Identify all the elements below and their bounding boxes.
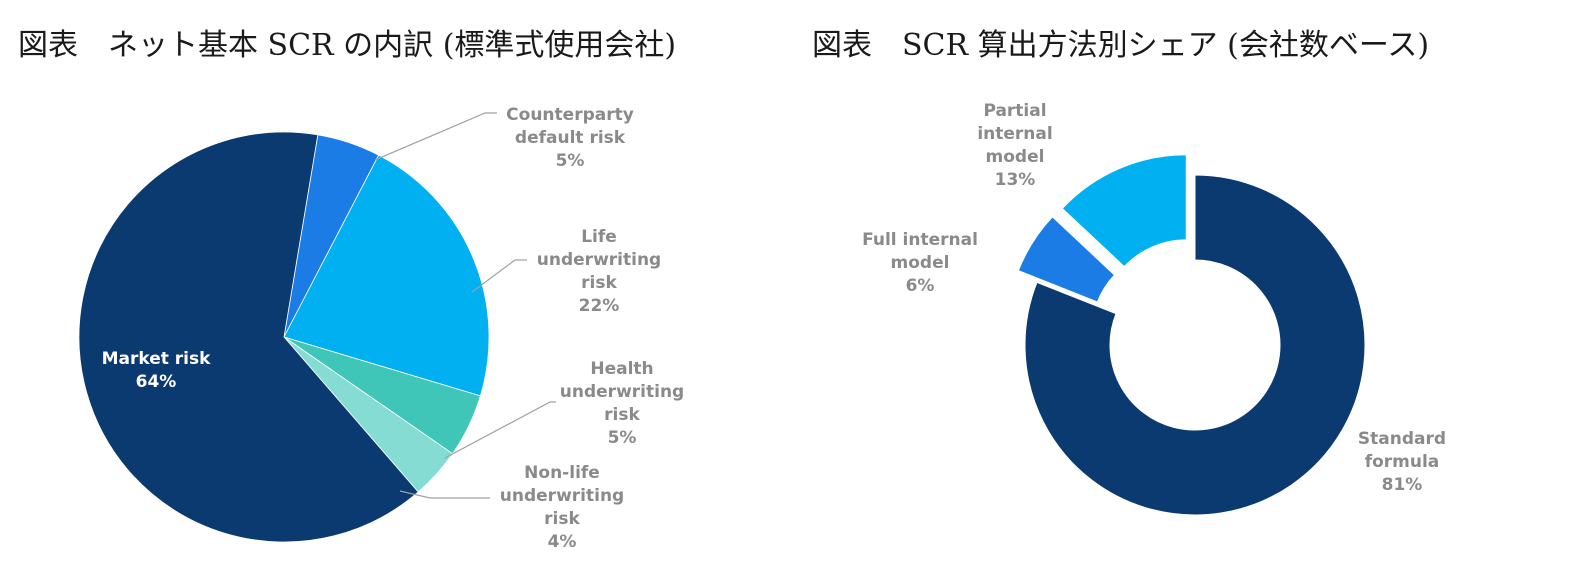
data-label-health-underwriting-risk: Health underwriting risk 5% <box>560 359 684 448</box>
data-label-counterparty-default-risk: Counterparty default risk 5% <box>506 105 634 171</box>
donut-slice-standard-formula <box>1024 174 1366 516</box>
data-label-market-risk: Market risk 64% <box>102 349 212 392</box>
data-label-partial-internal-model: Partial internal model 13% <box>977 101 1052 190</box>
leader-line-life-underwriting-risk <box>471 259 527 293</box>
chart-title-scr-method-share: 図表 SCR 算出方法別シェア (会社数ベース) <box>812 28 1430 63</box>
donut-chart-scr-method-share: Standard formula 81% Full internal model 6% Pa… <box>862 101 1446 516</box>
data-label-non-life-underwriting-risk: Non-life underwriting risk 4% <box>500 463 624 552</box>
pie-chart-net-basic-scr: Counterparty default risk 5% Life underwriti… <box>78 105 684 552</box>
chart-title-net-basic-scr: 図表 ネット基本 SCR の内訳 (標準式使用会社) <box>18 28 677 63</box>
slice-life-underwriting-risk <box>283 154 490 397</box>
leader-line-counterparty-default-risk <box>374 112 497 161</box>
leader-line-non-life-underwriting-risk <box>399 490 490 499</box>
data-label-standard-formula: Standard formula 81% <box>1358 429 1446 495</box>
leader-line-health-underwriting-risk <box>444 401 556 459</box>
data-label-full-internal-model: Full internal model 6% <box>862 230 978 296</box>
donut-slice-full-internal-model <box>1017 216 1116 303</box>
donut-slice-partial-internal-model <box>1061 154 1187 268</box>
slice-market-risk <box>78 131 419 543</box>
data-label-life-underwriting-risk: Life underwriting risk 22% <box>537 227 661 316</box>
